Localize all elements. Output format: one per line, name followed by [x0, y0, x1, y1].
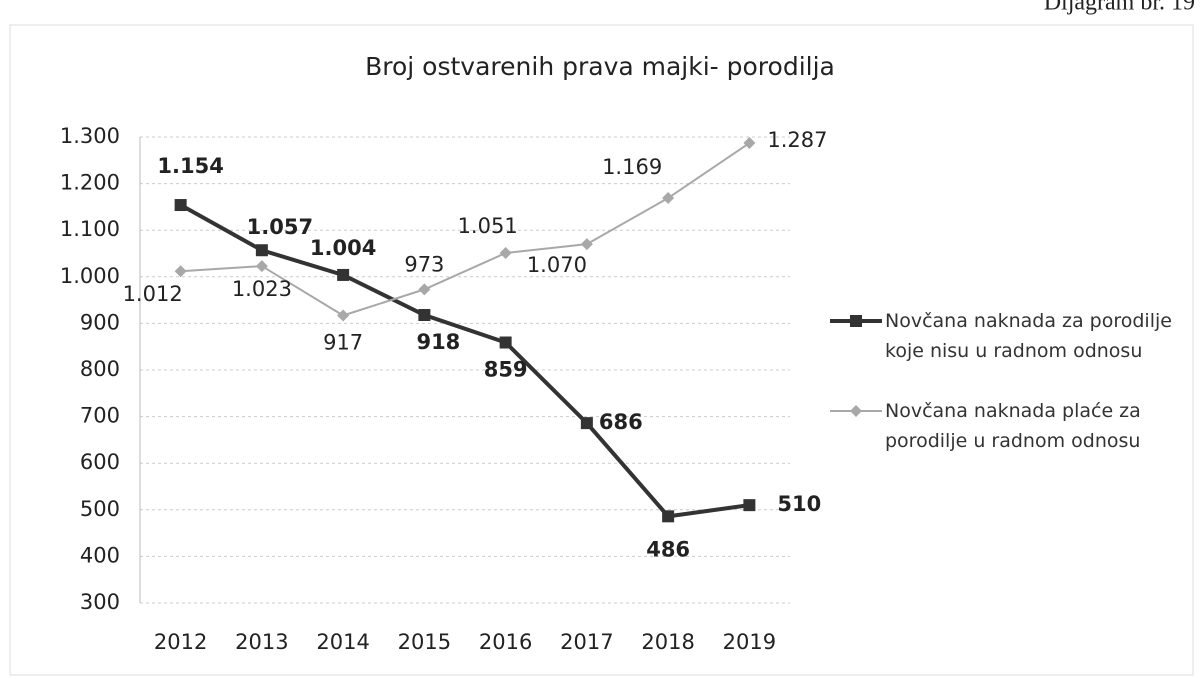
legend-marker	[850, 405, 862, 417]
marker	[743, 499, 756, 512]
y-tick-label: 400	[80, 543, 120, 567]
data-label: 1.154	[157, 154, 223, 178]
legend-entry: Novčana naknada plaće za porodilje u rad…	[885, 400, 1141, 452]
marker	[662, 510, 675, 523]
marker	[255, 244, 268, 257]
y-tick-label: 300	[80, 590, 120, 614]
marker	[418, 309, 431, 322]
data-label: 486	[646, 537, 690, 561]
x-tick-label: 2017	[560, 630, 613, 654]
annotation: Dijagram br. 19	[1044, 0, 1195, 16]
data-label: 859	[484, 358, 528, 382]
y-tick-label: 1.000	[60, 264, 120, 288]
x-tick-label: 2018	[641, 630, 694, 654]
data-label: 917	[323, 330, 363, 354]
data-label: 973	[404, 252, 444, 276]
marker	[499, 247, 512, 260]
x-tick-label: 2013	[235, 630, 288, 654]
marker	[580, 417, 593, 430]
data-label: 918	[416, 330, 460, 354]
x-tick-label: 2016	[479, 630, 532, 654]
legend-marker	[850, 315, 862, 327]
y-tick-label: 900	[80, 310, 120, 334]
chart-frame	[9, 24, 1194, 676]
marker	[174, 199, 187, 212]
data-label: 1.287	[767, 128, 827, 152]
legend-entry: Novčana naknada za porodilje koje nisu u…	[885, 310, 1172, 362]
data-label: 1.169	[602, 155, 662, 179]
x-tick-label: 2015	[398, 630, 451, 654]
y-tick-label: 1.200	[60, 171, 120, 195]
y-tick-label: 700	[80, 404, 120, 428]
data-label: 1.070	[527, 253, 587, 277]
y-tick-label: 600	[80, 450, 120, 474]
marker	[580, 238, 593, 251]
data-label: 1.004	[310, 236, 376, 260]
y-tick-label: 1.300	[60, 124, 120, 148]
data-label: 1.023	[232, 277, 292, 301]
series-line	[180, 142, 750, 317]
marker	[255, 260, 268, 273]
series-line	[179, 203, 750, 519]
data-label: 686	[599, 410, 643, 434]
y-tick-label: 1.100	[60, 217, 120, 241]
x-tick-label: 2012	[154, 630, 207, 654]
marker	[337, 309, 350, 322]
data-label: 1.057	[247, 215, 313, 239]
marker	[743, 137, 756, 150]
data-label: 510	[777, 492, 821, 516]
marker	[418, 283, 431, 296]
data-label: 1.012	[123, 282, 183, 306]
marker	[662, 192, 675, 205]
y-tick-label: 500	[80, 497, 120, 521]
y-tick-label: 800	[80, 357, 120, 381]
marker	[174, 265, 187, 278]
x-tick-label: 2019	[723, 630, 776, 654]
data-label: 1.051	[458, 214, 518, 238]
marker	[337, 268, 350, 281]
marker	[499, 336, 512, 349]
chart-title: Broj ostvarenih prava majki- porodilja	[365, 52, 835, 81]
x-tick-label: 2014	[316, 630, 369, 654]
